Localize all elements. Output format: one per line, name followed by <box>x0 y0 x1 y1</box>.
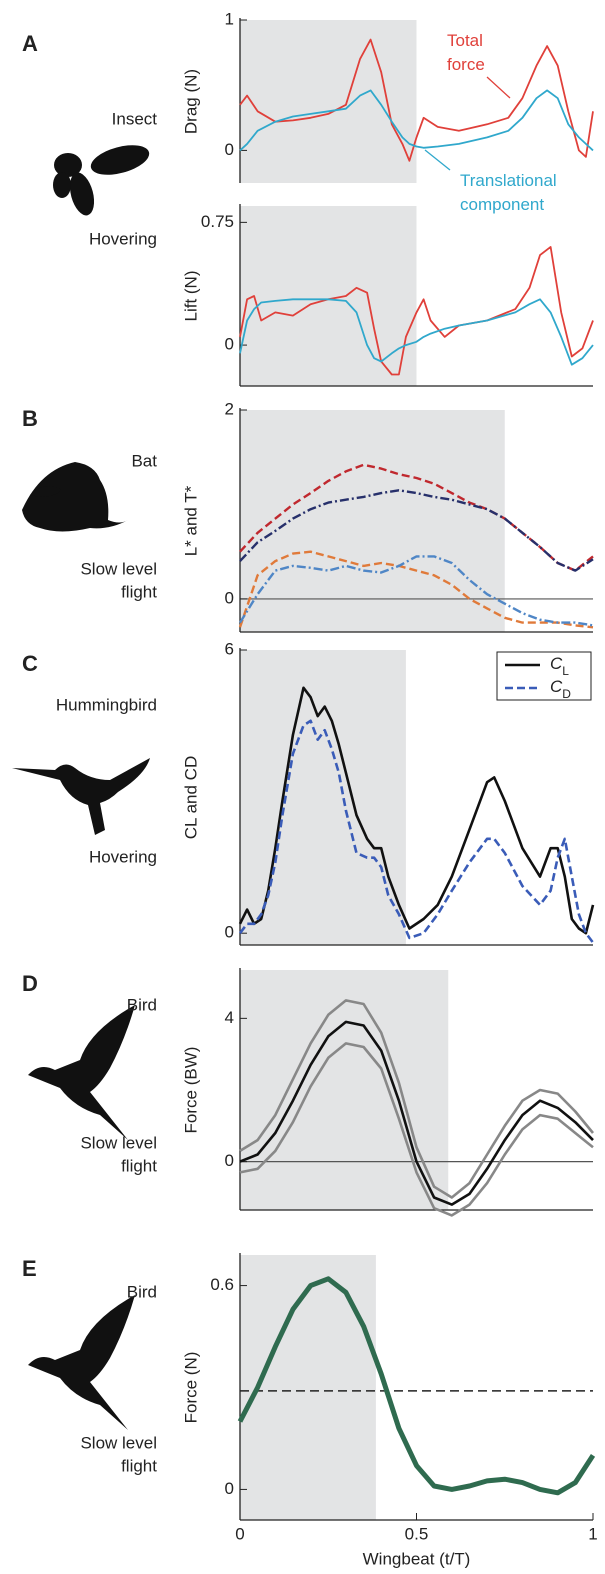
panel-letter: D <box>22 971 38 996</box>
animal-label: Bird <box>127 1282 157 1301</box>
y-tick-label: 0 <box>225 335 234 354</box>
shaded-region <box>240 1255 376 1520</box>
y-tick-label: 0 <box>225 923 234 942</box>
animal-label: Insect <box>112 109 158 128</box>
shaded-region <box>240 970 449 1210</box>
series-line <box>239 1020 594 1206</box>
y-axis-label: Force (N) <box>181 1352 200 1424</box>
animal-label: Bird <box>127 995 157 1014</box>
animal-label: Bat <box>131 451 157 470</box>
y-axis-label: L* and T* <box>181 485 200 556</box>
y-axis-label: Drag (N) <box>181 69 200 134</box>
series-annotation: Translational component <box>460 171 561 214</box>
series-line <box>239 298 594 366</box>
panel-letter: B <box>22 406 38 431</box>
shaded-region <box>240 410 505 632</box>
hummingbird-silhouette <box>12 758 150 835</box>
y-tick-label: 6 <box>225 639 234 658</box>
series-annotation: Total force <box>447 31 488 74</box>
y-tick-label: 0.6 <box>210 1275 234 1294</box>
insect-silhouette <box>53 145 150 216</box>
flight-mode-label: Slow level <box>80 1133 157 1152</box>
y-axis-label: Lift (N) <box>181 271 200 322</box>
y-axis-label: Force (BW) <box>181 1047 200 1134</box>
shaded-region <box>240 20 417 183</box>
series-line <box>239 246 594 376</box>
legend-box <box>496 651 592 701</box>
y-axis-label: CL and CD <box>181 756 200 839</box>
y-tick-label: 1 <box>225 9 234 28</box>
series-line <box>238 719 595 944</box>
x-tick-label: 0 <box>235 1524 244 1543</box>
flight-mode-label: flight <box>121 582 157 601</box>
x-tick-label: 1 <box>588 1524 597 1543</box>
annotation-leader <box>486 76 511 99</box>
y-tick-label: 2 <box>225 399 234 418</box>
flight-mode-label: Hovering <box>89 229 157 248</box>
y-tick-label: 0 <box>225 1479 234 1498</box>
flight-mode-label: Slow level <box>80 559 157 578</box>
bird-silhouette <box>28 1295 135 1430</box>
annotation-leader <box>424 149 451 171</box>
x-axis-label: Wingbeat (t/T) <box>363 1549 471 1568</box>
series-line <box>238 555 594 627</box>
flight-mode-label: Slow level <box>80 1433 157 1452</box>
bat-silhouette <box>22 462 128 532</box>
y-tick-label: 0.75 <box>201 212 234 231</box>
animal-label: Hummingbird <box>56 695 157 714</box>
panel-letter: C <box>22 651 38 676</box>
flight-mode-label: flight <box>121 1156 157 1175</box>
flight-mode-label: Hovering <box>89 847 157 866</box>
series-line <box>238 550 594 629</box>
series-line <box>239 489 594 572</box>
panel-letter: E <box>22 1256 37 1281</box>
y-tick-label: 0 <box>225 1151 234 1170</box>
bird-silhouette <box>28 1005 135 1140</box>
shaded-region <box>240 206 417 386</box>
legend-label: CL <box>550 654 569 678</box>
y-tick-label: 0 <box>225 140 234 159</box>
series-line <box>237 1276 596 1496</box>
legend-label: CD <box>550 677 571 701</box>
y-tick-label: 4 <box>225 1008 234 1027</box>
series-line <box>239 1042 594 1217</box>
y-tick-label: 0 <box>225 588 234 607</box>
series-line <box>239 999 595 1199</box>
flight-mode-label: flight <box>121 1456 157 1475</box>
series-line <box>238 686 595 935</box>
panel-letter: A <box>22 31 38 56</box>
x-tick-label: 0.5 <box>405 1524 429 1543</box>
series-line <box>239 38 594 162</box>
series-line <box>239 89 594 152</box>
